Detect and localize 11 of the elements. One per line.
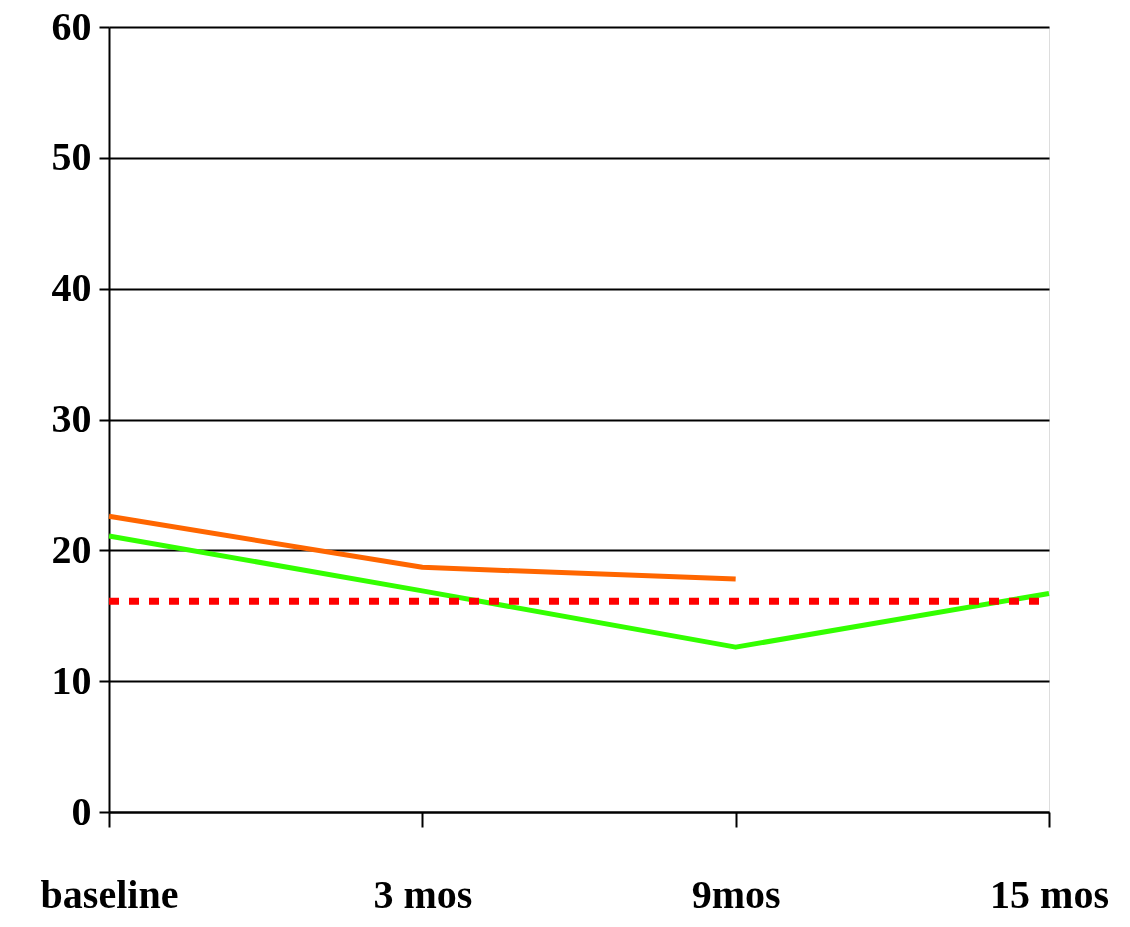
y-tick-label: 10 xyxy=(51,657,92,703)
y-tick-label: 0 xyxy=(71,788,92,834)
y-tick-label: 30 xyxy=(51,396,92,441)
x-tick-label: 9mos xyxy=(691,871,781,917)
x-tick-label: baseline xyxy=(40,871,179,917)
y-tick-label: 60 xyxy=(51,3,92,49)
x-tick-label: 15 mos xyxy=(990,871,1109,917)
y-tick-label: 20 xyxy=(51,526,92,572)
y-tick-label: 40 xyxy=(51,265,92,311)
y-tick-label: 50 xyxy=(51,134,92,180)
x-tick-label: 3 mos xyxy=(373,871,473,917)
